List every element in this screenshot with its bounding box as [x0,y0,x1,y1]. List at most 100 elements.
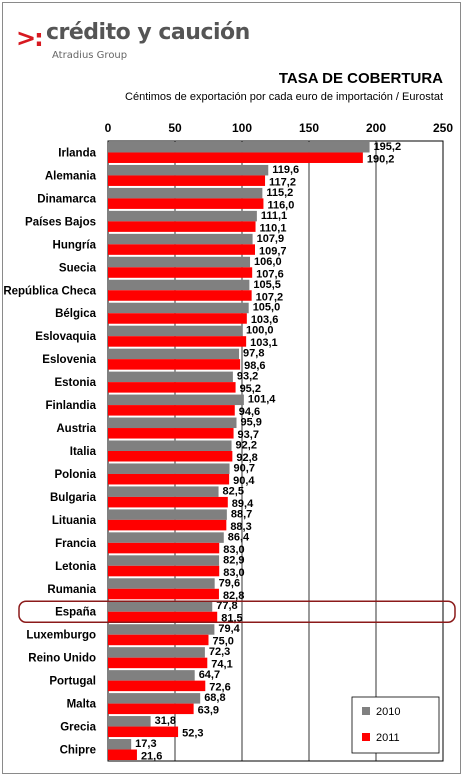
bar-2011 [108,473,230,485]
bar-2011 [108,680,206,692]
data-label-2010: 111,1 [261,210,287,222]
category-label: Reino Unido [28,653,96,665]
bar-2010 [108,141,370,153]
category-label: Polonia [54,469,96,481]
data-label-2010: 105,0 [253,302,281,314]
category-label: Portugal [49,676,96,688]
category-label: Dinamarca [37,193,96,205]
bar-2010 [108,279,250,291]
bar-2010 [108,325,242,337]
data-label-2011: 83,0 [223,567,244,579]
bar-2011 [108,244,255,255]
data-label-2010: 88,7 [231,508,252,520]
bar-2011 [108,336,247,347]
bar-2010 [108,555,220,566]
bar-2011 [108,726,179,738]
bar-2010 [108,210,257,222]
category-label: Eslovaquia [35,331,96,343]
bar-2010 [108,463,230,474]
bar-2010 [108,486,219,497]
x-tick-label: 200 [366,121,386,135]
data-label-2011: 117,2 [269,176,296,188]
data-label-2011: 82,8 [223,590,244,602]
data-label-2011: 89,4 [232,498,254,510]
data-label-2011: 63,9 [198,705,219,717]
legend-swatch-2010 [362,707,370,715]
bar-2010 [108,624,215,635]
bar-2011 [108,749,137,761]
data-label-2011: 93,7 [238,429,259,441]
legend-label-2010: 2010 [376,706,400,718]
logo-mark-icon: >: [16,24,44,52]
bar-2011 [108,451,233,462]
bar-2011 [108,221,256,232]
data-label-2010: 97,8 [243,348,264,360]
bar-2011 [108,428,234,439]
category-label: Eslovenia [42,354,96,366]
highlight-outline [18,600,456,623]
data-label-2011: 75,0 [213,636,234,648]
data-label-2011: 92,8 [236,452,257,464]
data-label-2011: 190,2 [367,153,395,165]
bar-2011 [108,175,266,186]
data-label-2010: 107,9 [257,233,285,245]
data-label-2010: 100,0 [246,325,274,337]
category-label: Luxemburgo [26,630,96,642]
data-label-2010: 115,2 [266,187,293,199]
bar-2010 [108,670,195,681]
data-label-2010: 77,8 [216,600,237,612]
bar-2010 [108,509,227,520]
category-label: Austria [56,423,96,435]
brand-name: crédito y caución [46,20,250,45]
data-label-2010: 68,8 [204,692,225,704]
bar-2010 [108,601,213,612]
legend-label-2011: 2011 [376,732,400,744]
data-label-2010: 72,3 [209,646,230,658]
category-label: Francia [55,538,97,550]
bar-2011 [108,359,241,370]
category-label: Hungría [53,239,97,251]
bar-2010 [108,256,251,268]
category-label: Italia [70,446,97,458]
bar-2010 [108,647,205,658]
category-label: Países Bajos [25,216,96,228]
data-label-2010: 106,0 [254,256,282,268]
bar-2011 [108,313,247,324]
data-label-2011: 107,6 [256,268,284,280]
bar-2010 [108,233,253,245]
bar-2010 [108,164,269,176]
data-label-2011: 98,6 [244,360,265,372]
category-label: República Checa [3,285,96,297]
bar-2010 [108,739,132,750]
data-label-2011: 116,0 [267,199,294,211]
category-label: Lituania [52,515,97,527]
data-label-2011: 95,2 [240,383,261,395]
data-label-2010: 92,2 [236,440,257,452]
data-label-2010: 79,6 [219,577,240,589]
category-label: Finlandia [46,400,97,412]
data-label-2010: 95,9 [241,417,262,429]
bar-2010 [108,693,201,704]
data-label-2011: 109,7 [259,245,287,257]
brand-tagline: Atradius Group [52,50,128,61]
data-label-2010: 101,4 [248,394,276,406]
x-tick-label: 150 [299,121,319,135]
bar-2011 [108,405,235,416]
bar-2011 [108,588,219,600]
data-label-2010: 79,4 [218,623,240,635]
data-label-2011: 107,2 [256,291,284,303]
data-label-2010: 17,3 [135,738,156,750]
bar-2010 [108,371,233,383]
data-label-2011: 21,6 [141,751,162,763]
data-label-2010: 93,2 [237,371,258,383]
data-label-2011: 52,3 [182,728,203,740]
data-label-2011: 110,1 [260,222,287,234]
category-label: Irlanda [58,147,96,159]
data-label-2010: 105,5 [253,279,281,291]
data-label-2011: 103,1 [250,337,278,349]
bar-2010 [108,394,244,406]
category-label: Letonia [55,561,96,573]
category-label: Bélgica [55,308,97,320]
bar-2010 [108,302,249,314]
